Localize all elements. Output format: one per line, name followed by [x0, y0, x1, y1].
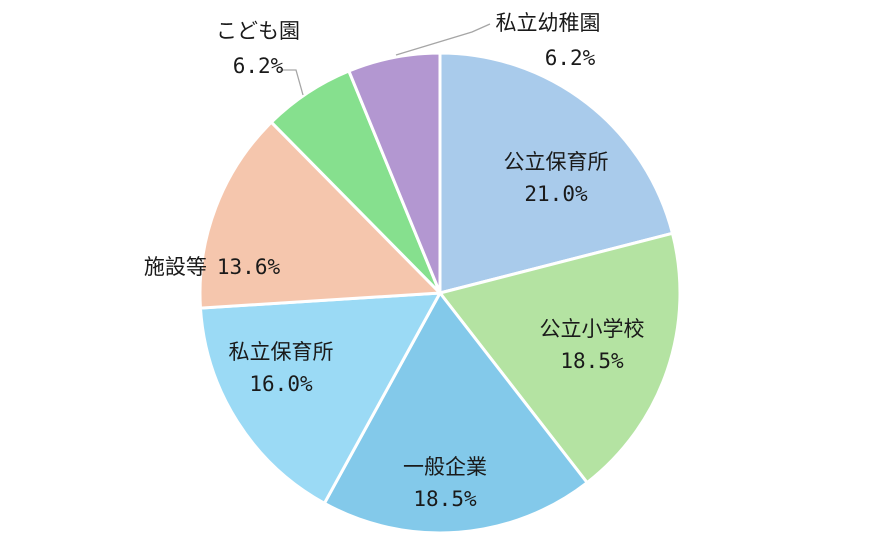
- slice-value-4: 13.6%: [217, 255, 281, 279]
- slice-value-2: 18.5%: [413, 487, 477, 511]
- pie-slice-4: [198, 120, 444, 310]
- pie-slice-6: [346, 51, 442, 294]
- pie-slice-1: [437, 231, 682, 485]
- pie-slice-3: [198, 291, 443, 506]
- slice-label-4: 施設等 13.6%: [144, 255, 281, 279]
- pie-slices: [198, 51, 682, 535]
- slice-value-1: 18.5%: [560, 349, 624, 373]
- slice-label-1: 公立小学校: [540, 317, 645, 341]
- slice-value-6: 6.2%: [545, 46, 596, 70]
- slice-label-4-name: 施設等: [144, 255, 207, 279]
- leader-line-shiritsu-youchien: [395, 23, 491, 56]
- slice-label-0: 公立保育所: [504, 150, 609, 174]
- slice-value-3: 16.0%: [249, 372, 313, 396]
- slice-label-3: 私立保育所: [229, 340, 334, 364]
- leader-lines: [280, 23, 491, 96]
- slice-label-6: 私立幼稚園: [496, 11, 601, 35]
- slice-value-0: 21.0%: [524, 182, 588, 206]
- slice-label-5: こども園: [216, 19, 300, 43]
- leader-line-kodomoen: [280, 69, 304, 96]
- pie-slice-0: [438, 51, 675, 295]
- pie-slice-2: [322, 290, 590, 535]
- slice-value-5: 6.2%: [233, 54, 284, 78]
- slice-label-2: 一般企業: [403, 455, 487, 479]
- slice-labels: 公立保育所 21.0% 公立小学校 18.5% 一般企業 18.5% 私立保育所…: [144, 11, 645, 511]
